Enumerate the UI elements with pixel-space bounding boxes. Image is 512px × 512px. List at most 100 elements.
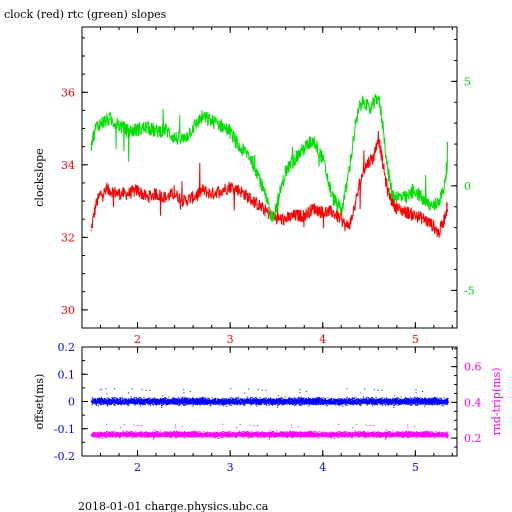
x-tick-label: 2	[134, 461, 141, 474]
x-tick-label: 3	[227, 461, 234, 474]
rnd-trip-data-point	[90, 434, 92, 436]
clock-data-point	[405, 211, 407, 213]
y2-tick-label: 0.6	[464, 361, 482, 374]
clock-data-point	[303, 215, 305, 217]
top-y-axis-label: clockslope	[33, 148, 46, 206]
clock-data-point	[118, 193, 120, 195]
clock-data-point	[382, 164, 384, 166]
clock-data-point	[164, 196, 166, 198]
clock-data-point	[146, 196, 148, 198]
rtc-data-point	[137, 128, 139, 130]
x-tick-label: 4	[319, 461, 326, 474]
rtc-data-point	[146, 126, 148, 128]
rtc-data-point	[442, 191, 444, 193]
rtc-data-point	[266, 202, 268, 204]
top-plot-frame	[81, 26, 458, 329]
x-tick-label: 2	[134, 333, 141, 346]
rtc-data-point	[345, 189, 347, 191]
rtc-data-point	[285, 170, 287, 172]
rnd-trip-data-point	[275, 434, 277, 436]
clock-data-point	[349, 222, 352, 224]
bottom-right-y-axis: 0.2 0.4 0.6	[451, 348, 482, 457]
clock-data-point	[433, 225, 435, 228]
top-right-y-axis: -5 0 5	[451, 39, 475, 312]
clock-data-point	[396, 207, 398, 209]
y2-tick-label: 5	[464, 75, 471, 88]
rtc-data-point	[322, 158, 324, 160]
clock-data-point	[391, 200, 393, 202]
rtc-data-point	[192, 126, 194, 128]
x-tick-label: 5	[412, 333, 419, 346]
bottom-right-y-axis-label: rnd-trip(ms)	[490, 368, 503, 436]
y2-tick-label: 0	[464, 180, 471, 193]
rnd-trip-data-point	[368, 434, 370, 436]
clock-data-point	[414, 215, 416, 217]
rtc-data-point	[414, 189, 416, 191]
chart-title: clock (red) rtc (green) slopes	[4, 8, 167, 21]
y-tick-label: 34	[61, 159, 75, 172]
rtc-data-point	[229, 130, 231, 133]
y2-tick-label: -5	[464, 284, 475, 297]
y-tick-label: 0	[68, 396, 75, 409]
clock-data-point	[345, 225, 347, 228]
rtc-data-point	[354, 126, 356, 128]
y-tick-label: 0.1	[58, 368, 76, 381]
top-series-group	[90, 94, 449, 238]
clock-data-point	[248, 196, 250, 198]
rtc-data-point	[391, 193, 393, 195]
offset-data-point	[447, 400, 449, 403]
rtc-data-point	[109, 118, 111, 120]
clock-data-point	[387, 189, 389, 191]
bottom-y-axis-label: offset(ms)	[33, 374, 46, 430]
offset-data-point	[137, 400, 139, 403]
clock-data-point	[312, 207, 315, 209]
clock-data-point	[442, 222, 444, 224]
rtc-data-point	[312, 139, 315, 141]
rtc-data-point	[396, 195, 398, 197]
offset-scatter-points	[91, 388, 449, 408]
rtc-data-point	[164, 128, 166, 130]
y-tick-label: 36	[61, 86, 75, 99]
rtc-data-point	[275, 206, 277, 208]
rnd-trip-data-point	[414, 434, 416, 436]
rtc-data-point	[248, 153, 250, 156]
clock-data-point	[201, 189, 203, 191]
top-left-y-axis: 30 32 34 36	[61, 37, 88, 329]
rtc-data-point	[118, 124, 120, 126]
clock-data-point	[340, 218, 342, 220]
rtc-data-point	[99, 122, 102, 124]
clock-data-point	[137, 189, 139, 191]
x-tick-label: 3	[227, 333, 234, 346]
clock-data-point	[192, 196, 194, 198]
rtc-data-point	[257, 172, 259, 174]
offset-data-point	[183, 400, 185, 403]
clock-data-point	[354, 204, 356, 206]
y-tick-label: -0.2	[54, 450, 75, 463]
rtc-data-point	[447, 160, 449, 162]
rtc-data-point	[349, 160, 352, 162]
clock-data-point	[257, 204, 259, 206]
rnd-trip-data-point	[229, 434, 231, 436]
clock-data-point	[95, 204, 97, 206]
clock-data-point	[238, 189, 240, 191]
clock-data-point	[368, 160, 370, 162]
offset-data-point	[275, 400, 277, 403]
rtc-data-point	[363, 99, 365, 101]
rtc-data-point	[201, 116, 203, 118]
rtc-data-point	[405, 197, 407, 199]
clock-data-point	[183, 200, 185, 202]
rtc-data-point	[437, 199, 440, 202]
rtc-data-point	[340, 210, 342, 212]
y-tick-label: 32	[61, 231, 75, 244]
clock-data-point	[437, 233, 440, 235]
clock-data-point	[363, 167, 365, 169]
offset-data-point	[414, 400, 416, 403]
rnd-trip-data-point	[447, 434, 449, 436]
clock-data-point	[220, 189, 222, 191]
offset-roundtrip-panel: 2 3 4 5 -0.2 -0.1 0 0.1 0.2 0.2 0.4 0.6 offset(ms…	[33, 341, 503, 474]
y2-tick-label: 0.2	[464, 432, 482, 445]
clock-data-point	[373, 157, 375, 159]
clock-data-point	[359, 182, 361, 184]
rtc-data-point	[155, 130, 157, 133]
rtc-data-point	[382, 124, 384, 126]
